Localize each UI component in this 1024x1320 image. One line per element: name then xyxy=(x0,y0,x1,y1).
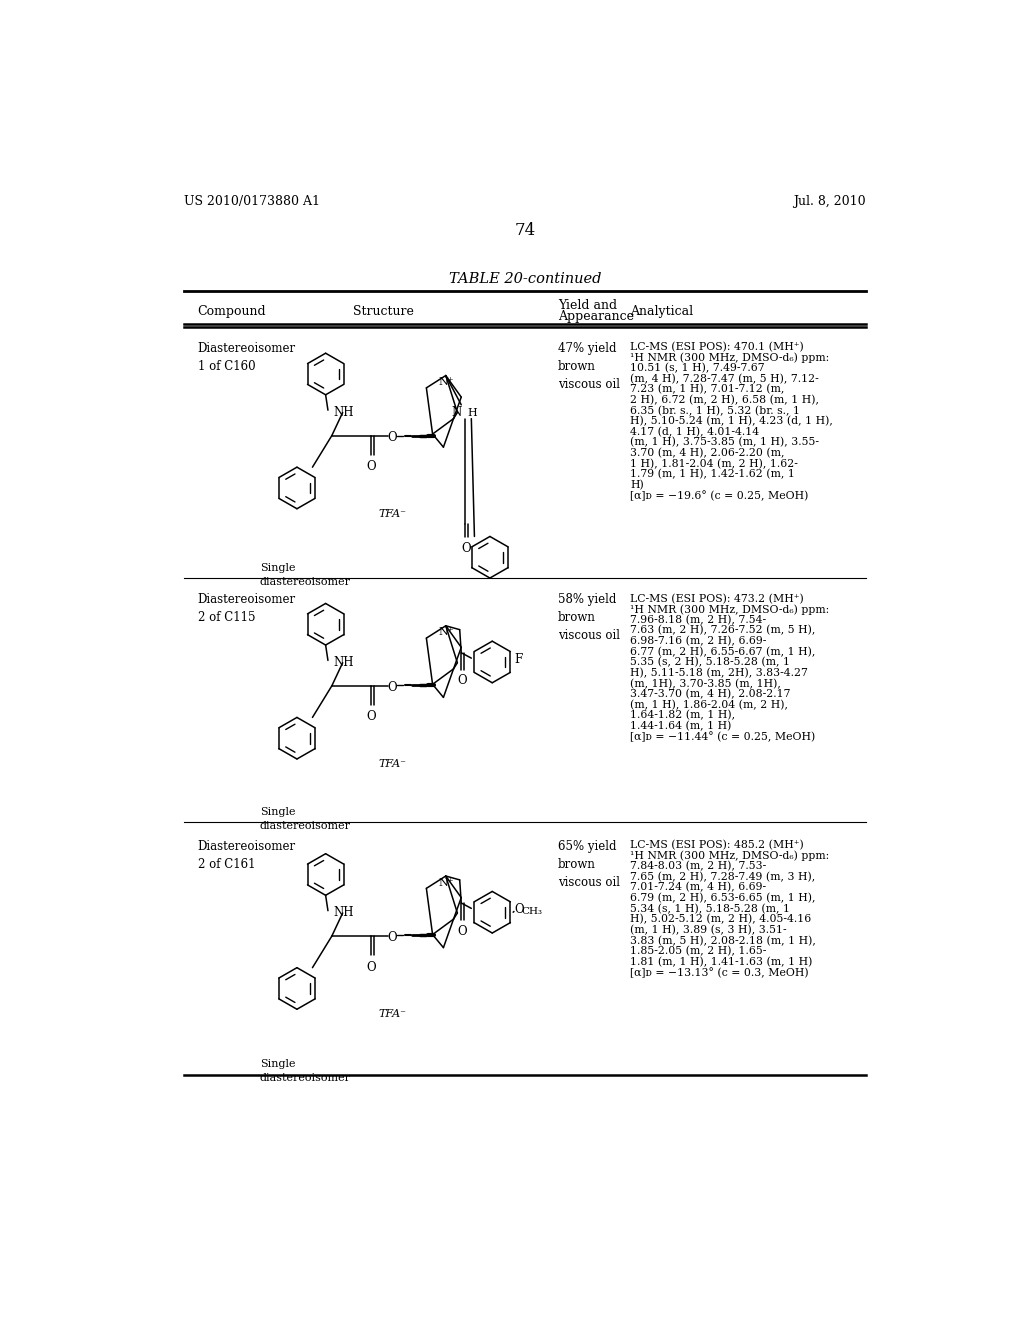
Text: Single
diastereoisomer: Single diastereoisomer xyxy=(260,1059,351,1084)
Text: O: O xyxy=(514,903,523,916)
Text: O: O xyxy=(388,430,397,444)
Text: LC-MS (ESI POS): 470.1 (MH⁺): LC-MS (ESI POS): 470.1 (MH⁺) xyxy=(630,342,804,352)
Text: 6.35 (br. s., 1 H), 5.32 (br. s., 1: 6.35 (br. s., 1 H), 5.32 (br. s., 1 xyxy=(630,405,800,416)
Text: ¹H NMR (300 MHz, DMSO-d₆) ppm:: ¹H NMR (300 MHz, DMSO-d₆) ppm: xyxy=(630,850,829,861)
Text: 7.01-7.24 (m, 4 H), 6.69-: 7.01-7.24 (m, 4 H), 6.69- xyxy=(630,882,766,892)
Text: Analytical: Analytical xyxy=(630,305,693,318)
Text: H), 5.10-5.24 (m, 1 H), 4.23 (d, 1 H),: H), 5.10-5.24 (m, 1 H), 4.23 (d, 1 H), xyxy=(630,416,834,426)
Text: 4.17 (d, 1 H), 4.01-4.14: 4.17 (d, 1 H), 4.01-4.14 xyxy=(630,426,760,437)
Text: ¹H NMR (300 MHz, DMSO-d₆) ppm:: ¹H NMR (300 MHz, DMSO-d₆) ppm: xyxy=(630,605,829,615)
Text: 1.79 (m, 1 H), 1.42-1.62 (m, 1: 1.79 (m, 1 H), 1.42-1.62 (m, 1 xyxy=(630,469,795,479)
Text: 10.51 (s, 1 H), 7.49-7.67: 10.51 (s, 1 H), 7.49-7.67 xyxy=(630,363,765,374)
Text: NH: NH xyxy=(334,407,354,418)
Text: 58% yield
brown
viscous oil: 58% yield brown viscous oil xyxy=(558,594,621,643)
Text: O: O xyxy=(388,931,397,944)
Text: O: O xyxy=(367,961,376,974)
Text: N⁺: N⁺ xyxy=(438,627,454,638)
Text: TFA⁻: TFA⁻ xyxy=(378,1010,407,1019)
Text: Single
diastereoisomer: Single diastereoisomer xyxy=(260,562,351,586)
Text: 47% yield
brown
viscous oil: 47% yield brown viscous oil xyxy=(558,342,621,391)
Text: 5.34 (s, 1 H), 5.18-5.28 (m, 1: 5.34 (s, 1 H), 5.18-5.28 (m, 1 xyxy=(630,904,791,913)
Text: [α]ᴅ = −11.44° (c = 0.25, MeOH): [α]ᴅ = −11.44° (c = 0.25, MeOH) xyxy=(630,731,815,742)
Text: TFA⁻: TFA⁻ xyxy=(378,508,407,519)
Text: Compound: Compound xyxy=(198,305,266,318)
Text: Yield and: Yield and xyxy=(558,300,617,313)
Text: O: O xyxy=(367,461,376,474)
Text: Single
diastereoisomer: Single diastereoisomer xyxy=(260,807,351,830)
Text: (m, 4 H), 7.28-7.47 (m, 5 H), 7.12-: (m, 4 H), 7.28-7.47 (m, 5 H), 7.12- xyxy=(630,374,819,384)
Text: (m, 1H), 3.70-3.85 (m, 1H),: (m, 1H), 3.70-3.85 (m, 1H), xyxy=(630,678,781,689)
Text: Diastereoisomer
2 of C115: Diastereoisomer 2 of C115 xyxy=(198,594,296,624)
Text: O: O xyxy=(461,543,471,554)
Text: H: H xyxy=(467,408,477,417)
Text: 1.81 (m, 1 H), 1.41-1.63 (m, 1 H): 1.81 (m, 1 H), 1.41-1.63 (m, 1 H) xyxy=(630,957,813,968)
Text: O: O xyxy=(388,681,397,694)
Text: 65% yield
brown
viscous oil: 65% yield brown viscous oil xyxy=(558,840,621,888)
Text: 5.35 (s, 2 H), 5.18-5.28 (m, 1: 5.35 (s, 2 H), 5.18-5.28 (m, 1 xyxy=(630,657,791,668)
Text: N⁺: N⁺ xyxy=(438,878,454,887)
Text: O: O xyxy=(457,924,467,937)
Text: H): H) xyxy=(630,479,644,490)
Text: 7.96-8.18 (m, 2 H), 7.54-: 7.96-8.18 (m, 2 H), 7.54- xyxy=(630,615,766,626)
Text: TFA⁻: TFA⁻ xyxy=(378,759,407,770)
Text: Jul. 8, 2010: Jul. 8, 2010 xyxy=(794,195,866,209)
Text: CH₃: CH₃ xyxy=(521,907,543,916)
Text: LC-MS (ESI POS): 473.2 (MH⁺): LC-MS (ESI POS): 473.2 (MH⁺) xyxy=(630,594,804,603)
Text: O: O xyxy=(457,675,467,688)
Text: [α]ᴅ = −13.13° (c = 0.3, MeOH): [α]ᴅ = −13.13° (c = 0.3, MeOH) xyxy=(630,968,809,978)
Text: 7.63 (m, 2 H), 7.26-7.52 (m, 5 H),: 7.63 (m, 2 H), 7.26-7.52 (m, 5 H), xyxy=(630,626,815,636)
Text: (m, 1 H), 3.75-3.85 (m, 1 H), 3.55-: (m, 1 H), 3.75-3.85 (m, 1 H), 3.55- xyxy=(630,437,819,447)
Text: US 2010/0173880 A1: US 2010/0173880 A1 xyxy=(183,195,319,209)
Text: [α]ᴅ = −19.6° (c = 0.25, MeOH): [α]ᴅ = −19.6° (c = 0.25, MeOH) xyxy=(630,491,809,502)
Text: H), 5.11-5.18 (m, 2H), 3.83-4.27: H), 5.11-5.18 (m, 2H), 3.83-4.27 xyxy=(630,668,808,678)
Text: 1.64-1.82 (m, 1 H),: 1.64-1.82 (m, 1 H), xyxy=(630,710,735,721)
Text: Diastereoisomer
2 of C161: Diastereoisomer 2 of C161 xyxy=(198,840,296,871)
Text: (m, 1 H), 3.89 (s, 3 H), 3.51-: (m, 1 H), 3.89 (s, 3 H), 3.51- xyxy=(630,925,786,935)
Text: (m, 1 H), 1.86-2.04 (m, 2 H),: (m, 1 H), 1.86-2.04 (m, 2 H), xyxy=(630,700,788,710)
Text: 3.47-3.70 (m, 4 H), 2.08-2.17: 3.47-3.70 (m, 4 H), 2.08-2.17 xyxy=(630,689,791,700)
Text: TABLE 20-continued: TABLE 20-continued xyxy=(449,272,601,286)
Text: H), 5.02-5.12 (m, 2 H), 4.05-4.16: H), 5.02-5.12 (m, 2 H), 4.05-4.16 xyxy=(630,915,811,924)
Text: 7.84-8.03 (m, 2 H), 7.53-: 7.84-8.03 (m, 2 H), 7.53- xyxy=(630,861,766,871)
Text: Appearance: Appearance xyxy=(558,310,634,323)
Text: Structure: Structure xyxy=(353,305,414,318)
Text: 74: 74 xyxy=(514,222,536,239)
Text: LC-MS (ESI POS): 485.2 (MH⁺): LC-MS (ESI POS): 485.2 (MH⁺) xyxy=(630,840,804,850)
Text: 3.70 (m, 4 H), 2.06-2.20 (m,: 3.70 (m, 4 H), 2.06-2.20 (m, xyxy=(630,447,784,458)
Text: ¹H NMR (300 MHz, DMSO-d₆) ppm:: ¹H NMR (300 MHz, DMSO-d₆) ppm: xyxy=(630,352,829,363)
Text: N⁺: N⁺ xyxy=(438,378,454,387)
Text: F: F xyxy=(514,653,522,667)
Text: N: N xyxy=(452,407,462,418)
Text: Diastereoisomer
1 of C160: Diastereoisomer 1 of C160 xyxy=(198,342,296,372)
Text: 6.79 (m, 2 H), 6.53-6.65 (m, 1 H),: 6.79 (m, 2 H), 6.53-6.65 (m, 1 H), xyxy=(630,892,816,903)
Text: 6.77 (m, 2 H), 6.55-6.67 (m, 1 H),: 6.77 (m, 2 H), 6.55-6.67 (m, 1 H), xyxy=(630,647,815,657)
Text: NH: NH xyxy=(334,656,354,669)
Text: O: O xyxy=(367,710,376,723)
Text: 1 H), 1.81-2.04 (m, 2 H), 1.62-: 1 H), 1.81-2.04 (m, 2 H), 1.62- xyxy=(630,458,798,469)
Text: 2 H), 6.72 (m, 2 H), 6.58 (m, 1 H),: 2 H), 6.72 (m, 2 H), 6.58 (m, 1 H), xyxy=(630,395,819,405)
Text: 1.85-2.05 (m, 2 H), 1.65-: 1.85-2.05 (m, 2 H), 1.65- xyxy=(630,946,767,957)
Text: 7.23 (m, 1 H), 7.01-7.12 (m,: 7.23 (m, 1 H), 7.01-7.12 (m, xyxy=(630,384,784,395)
Text: 7.65 (m, 2 H), 7.28-7.49 (m, 3 H),: 7.65 (m, 2 H), 7.28-7.49 (m, 3 H), xyxy=(630,871,815,882)
Text: NH: NH xyxy=(334,907,354,920)
Text: 3.83 (m, 5 H), 2.08-2.18 (m, 1 H),: 3.83 (m, 5 H), 2.08-2.18 (m, 1 H), xyxy=(630,936,816,946)
Text: 1.44-1.64 (m, 1 H): 1.44-1.64 (m, 1 H) xyxy=(630,721,731,731)
Text: 6.98-7.16 (m, 2 H), 6.69-: 6.98-7.16 (m, 2 H), 6.69- xyxy=(630,636,767,647)
